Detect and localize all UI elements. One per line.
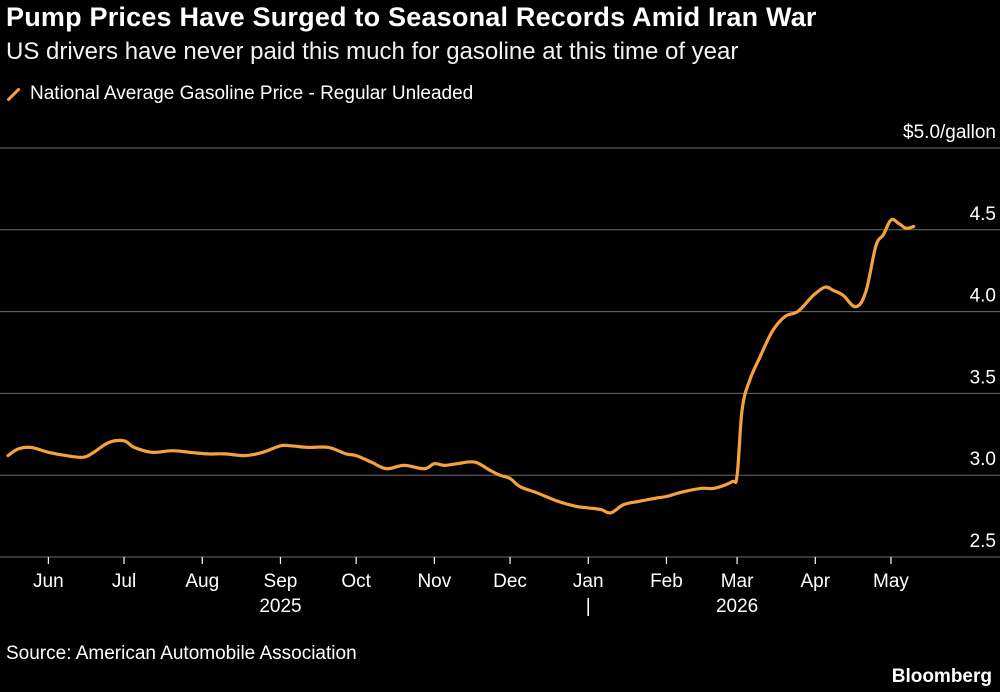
x-tick-label: Dec xyxy=(493,571,527,592)
x-tick-label: Aug xyxy=(185,571,219,592)
series-line-gasoline-price xyxy=(6,217,916,515)
bloomberg-logo: Bloomberg xyxy=(891,666,992,687)
x-axis: Jun Jul Aug Sep Oct Nov Dec Jan Feb Mar Apr May 2025… xyxy=(33,557,909,617)
y-tick-label: $5.0/gallon xyxy=(903,122,996,143)
x-tick-label: Feb xyxy=(650,571,683,592)
x-tick-label: Mar xyxy=(721,571,754,592)
x-tick-label: Jul xyxy=(112,571,136,592)
chart-subtitle: US drivers have never paid this much for… xyxy=(6,38,739,65)
x-tick-label: Sep xyxy=(264,571,298,592)
y-tick-label: 3.0 xyxy=(970,449,996,470)
x-tick-label: Apr xyxy=(801,571,831,592)
x-tick-label: Nov xyxy=(417,571,451,592)
y-tick-label: 4.0 xyxy=(970,286,996,307)
year-label: 2026 xyxy=(716,596,758,617)
legend-label: National Average Gasoline Price - Regula… xyxy=(30,83,474,104)
y-tick-label: 4.5 xyxy=(970,204,996,225)
grid-layer xyxy=(0,147,1000,558)
x-tick-label: Oct xyxy=(341,571,371,592)
y-tick-label: 2.5 xyxy=(970,531,996,552)
x-tick-label: Jun xyxy=(33,571,64,592)
y-axis: $5.0/gallon 4.5 4.0 3.5 3.0 2.5 xyxy=(903,122,996,552)
year-divider: | xyxy=(586,596,591,617)
year-label: 2025 xyxy=(259,596,301,617)
x-tick-label: May xyxy=(873,571,909,592)
source-note: Source: American Automobile Association xyxy=(6,643,357,664)
y-tick-label: 3.5 xyxy=(970,367,996,388)
x-tick-label: Jan xyxy=(573,571,604,592)
chart-legend: National Average Gasoline Price - Regula… xyxy=(6,83,473,105)
chart-title: Pump Prices Have Surged to Seasonal Reco… xyxy=(6,2,817,32)
